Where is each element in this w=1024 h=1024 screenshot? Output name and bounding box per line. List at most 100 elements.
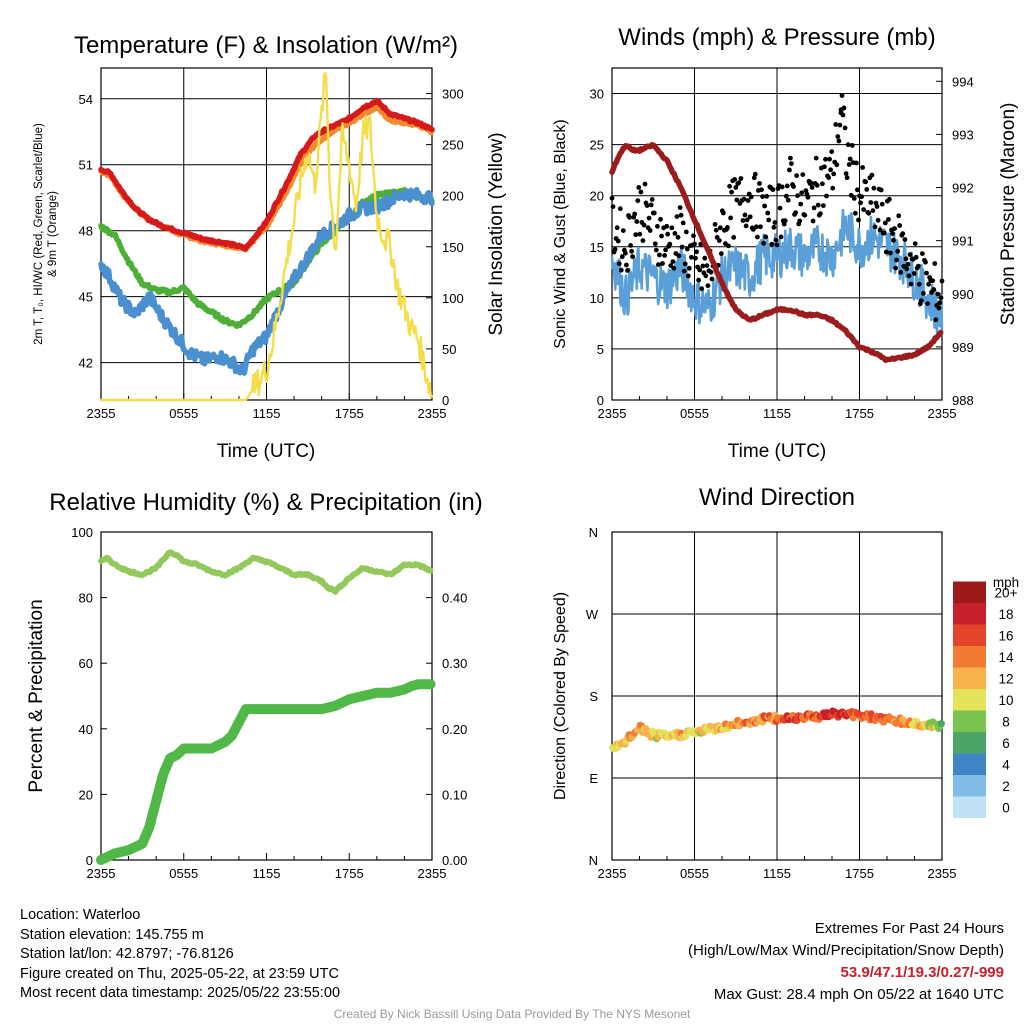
wind-x-tick-label: 1155	[763, 406, 791, 421]
dir-legend-label: 18	[998, 607, 1013, 622]
wind-gust-point	[902, 237, 908, 242]
wind-gust-point	[842, 125, 848, 131]
wind-gust-point	[802, 212, 808, 218]
wind-gust-point	[697, 267, 703, 273]
wind-gust-point	[773, 237, 779, 243]
wind-gust-point	[617, 206, 623, 212]
dir-legend-label: 20+	[995, 585, 1018, 600]
wind-gust-point	[778, 234, 784, 240]
wind-gust-point	[616, 261, 622, 267]
wind-gust-point	[883, 249, 889, 255]
max-gust-label: Max Gust: 28.4 mph On 05/22 at 1640 UTC	[713, 986, 1004, 1003]
wind-gust-point	[937, 300, 943, 306]
dir-legend-swatch	[953, 732, 986, 754]
wind-gust-point	[895, 248, 901, 254]
temp-x-tick-label: 0555	[169, 406, 198, 421]
wind-gust-point	[831, 171, 837, 177]
wind-gust-point	[906, 273, 912, 279]
wind-gust-point	[907, 252, 913, 258]
dir-legend-label: 14	[998, 650, 1014, 665]
wind-gust-point	[854, 160, 859, 166]
wind-x-tick-label: 2355	[928, 406, 957, 421]
temp-y-tick-label: 45	[79, 290, 93, 305]
temp-y-axis-title-2: & 9m T (Orange)	[47, 191, 59, 277]
wind-gust-point	[630, 254, 635, 259]
wind-gust-point	[704, 263, 710, 268]
wind-gust-point	[871, 185, 877, 191]
wind-gust-point	[651, 210, 657, 216]
rh-x-tick-label: 1155	[253, 866, 281, 881]
latlon-label: Station lat/lon: 42.8797; -76.8126	[20, 946, 234, 962]
wind-gust-point	[869, 172, 875, 178]
rh-series-precip	[96, 679, 436, 865]
temp-y-tick-label: 54	[79, 92, 93, 107]
wind-gust-point	[762, 203, 767, 209]
wind-gust-point	[814, 182, 820, 188]
wind-gust-point	[783, 193, 789, 199]
wind-gust-point	[938, 295, 944, 301]
wind-gust-point	[702, 255, 708, 261]
wind-gust-point	[612, 246, 618, 252]
wind-gust-point	[665, 231, 671, 237]
wind-gust-point	[635, 198, 641, 204]
dir-legend-label: 0	[1002, 800, 1010, 815]
wind-gust-point	[893, 265, 898, 271]
dir-y-tick-label: N	[589, 525, 598, 540]
wind-gust-point	[863, 179, 869, 185]
wind-gust-point	[868, 200, 874, 205]
wind-gust-point	[763, 234, 769, 240]
temp-y2-axis-title: Solar Insolation (Yellow)	[486, 132, 507, 335]
recent-data-label: Most recent data timestamp: 2025/05/22 2…	[20, 985, 341, 1001]
wind-gust-point	[686, 265, 692, 271]
wind-gust-point	[798, 201, 804, 207]
wind-gust-point	[708, 269, 714, 275]
wind-gust-point	[765, 210, 771, 216]
wind-gust-point	[759, 187, 764, 193]
wind-gust-point	[933, 317, 939, 323]
wind-y2-tick-label: 989	[952, 340, 974, 355]
rh-series-humidity	[98, 549, 434, 595]
temp-x-axis-title: Time (UTC)	[217, 441, 316, 462]
wind-y-tick-label: 15	[590, 240, 604, 255]
temp-x-tick-label: 1155	[253, 406, 281, 421]
wind-gust-point	[892, 226, 897, 232]
wind-gust-point	[670, 259, 676, 264]
wind-gust-point	[891, 237, 896, 243]
wind-y2-axis-title: Station Pressure (Maroon)	[998, 103, 1019, 326]
temp-x-tick-label: 2355	[87, 406, 116, 421]
wind-gust-point	[638, 189, 644, 195]
wind-gust-point	[761, 240, 766, 246]
wind-gust-point	[609, 195, 615, 201]
wind-gust-point	[903, 256, 909, 262]
wind-gust-point	[787, 167, 792, 173]
wind-gust-point	[881, 230, 887, 236]
wind-gust-point	[669, 225, 675, 231]
wind-gust-point	[919, 298, 924, 303]
wind-y2-tick-label: 994	[952, 74, 974, 89]
wind-gust-point	[799, 190, 805, 196]
wind-gust-point	[671, 265, 677, 271]
wind-x-tick-label: 1755	[845, 406, 874, 421]
wind-y2-tick-label: 993	[952, 127, 974, 142]
wind-gust-point	[752, 171, 758, 177]
wind-gust-point	[886, 217, 891, 222]
wind-gust-point	[830, 185, 836, 191]
wind-gust-point	[821, 203, 826, 209]
wind-gust-point	[633, 232, 639, 238]
wind-gust-point	[738, 176, 744, 181]
dir-legend-swatch	[953, 581, 986, 603]
wind-gust-point	[641, 222, 647, 228]
wind-gust-point	[924, 270, 929, 276]
wind-gust-point	[855, 187, 860, 193]
dir-y-axis-title: Direction (Colored By Speed)	[552, 592, 569, 800]
wind-x-tick-label: 0555	[680, 406, 709, 421]
wind-y-tick-label: 0	[597, 393, 604, 408]
rh-y-tick-label: 20	[79, 787, 93, 802]
wind-gust-point	[755, 234, 760, 240]
wind-gust-point	[900, 231, 906, 237]
wind-gust-point	[820, 181, 825, 187]
rh-y-tick-label: 100	[71, 525, 93, 540]
wind-gust-point	[636, 185, 642, 190]
rh-y-tick-label: 40	[79, 722, 93, 737]
